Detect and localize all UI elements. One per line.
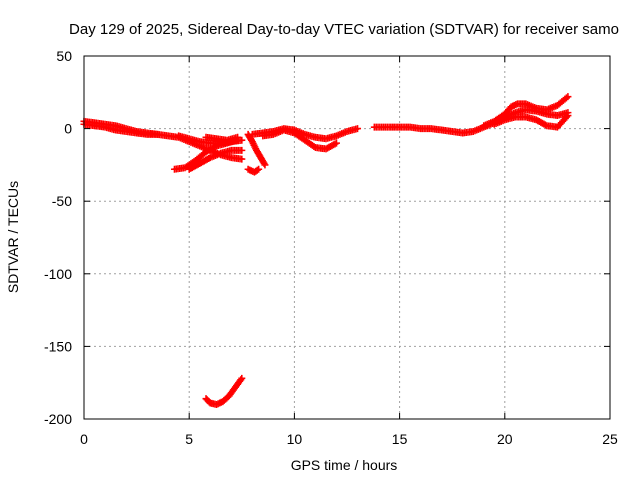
series-sat-d xyxy=(185,146,246,173)
x-tick-label: 10 xyxy=(287,431,303,447)
data-point xyxy=(237,376,245,384)
x-axis-label: GPS time / hours xyxy=(291,457,398,473)
chart-title: Day 129 of 2025, Sidereal Day-to-day VTE… xyxy=(69,21,619,38)
data-point xyxy=(238,155,246,163)
axis-ticks xyxy=(83,55,611,420)
y-axis-label: SDTVAR / TECUs xyxy=(5,181,21,293)
x-tick-label: 25 xyxy=(602,431,618,447)
data-point xyxy=(261,161,269,169)
data-point xyxy=(238,374,246,382)
data-point xyxy=(253,166,261,174)
series-sat-l xyxy=(480,93,572,130)
tick-labels: 0 5 10 15 20 25 -200 -150 -100 -50 0 50 xyxy=(44,48,618,447)
series-sat-m xyxy=(490,112,572,131)
data-point xyxy=(255,165,263,173)
data-point xyxy=(260,159,268,167)
series-sat-j xyxy=(259,126,340,153)
series-sat-b xyxy=(80,120,162,138)
x-tick-label: 20 xyxy=(497,431,513,447)
data-point xyxy=(234,133,242,141)
data-point xyxy=(541,121,549,129)
series-sat-n xyxy=(202,374,246,408)
data-point xyxy=(564,112,572,120)
y-tick-label: 0 xyxy=(64,121,72,137)
data-point xyxy=(562,94,570,102)
y-tick-label: -150 xyxy=(44,338,72,354)
data-point xyxy=(238,146,246,154)
data-series xyxy=(80,93,572,408)
plot-frame xyxy=(83,55,611,420)
data-point xyxy=(354,125,362,133)
x-tick-label: 15 xyxy=(392,431,408,447)
data-point xyxy=(332,139,340,147)
x-tick-label: 5 xyxy=(185,431,193,447)
data-point xyxy=(238,136,246,144)
y-tick-label: 50 xyxy=(56,48,72,64)
series-sat-f xyxy=(202,133,242,144)
series-sat-h xyxy=(244,165,263,176)
series-sat-g xyxy=(244,130,269,169)
x-tick-label: 0 xyxy=(80,431,88,447)
data-point xyxy=(563,113,571,121)
data-point xyxy=(310,142,318,150)
y-tick-label: -50 xyxy=(52,193,72,209)
y-tick-label: -100 xyxy=(44,266,72,282)
y-tick-label: -200 xyxy=(44,411,72,427)
data-point xyxy=(564,93,572,101)
data-point xyxy=(331,140,339,148)
data-point xyxy=(154,130,162,138)
